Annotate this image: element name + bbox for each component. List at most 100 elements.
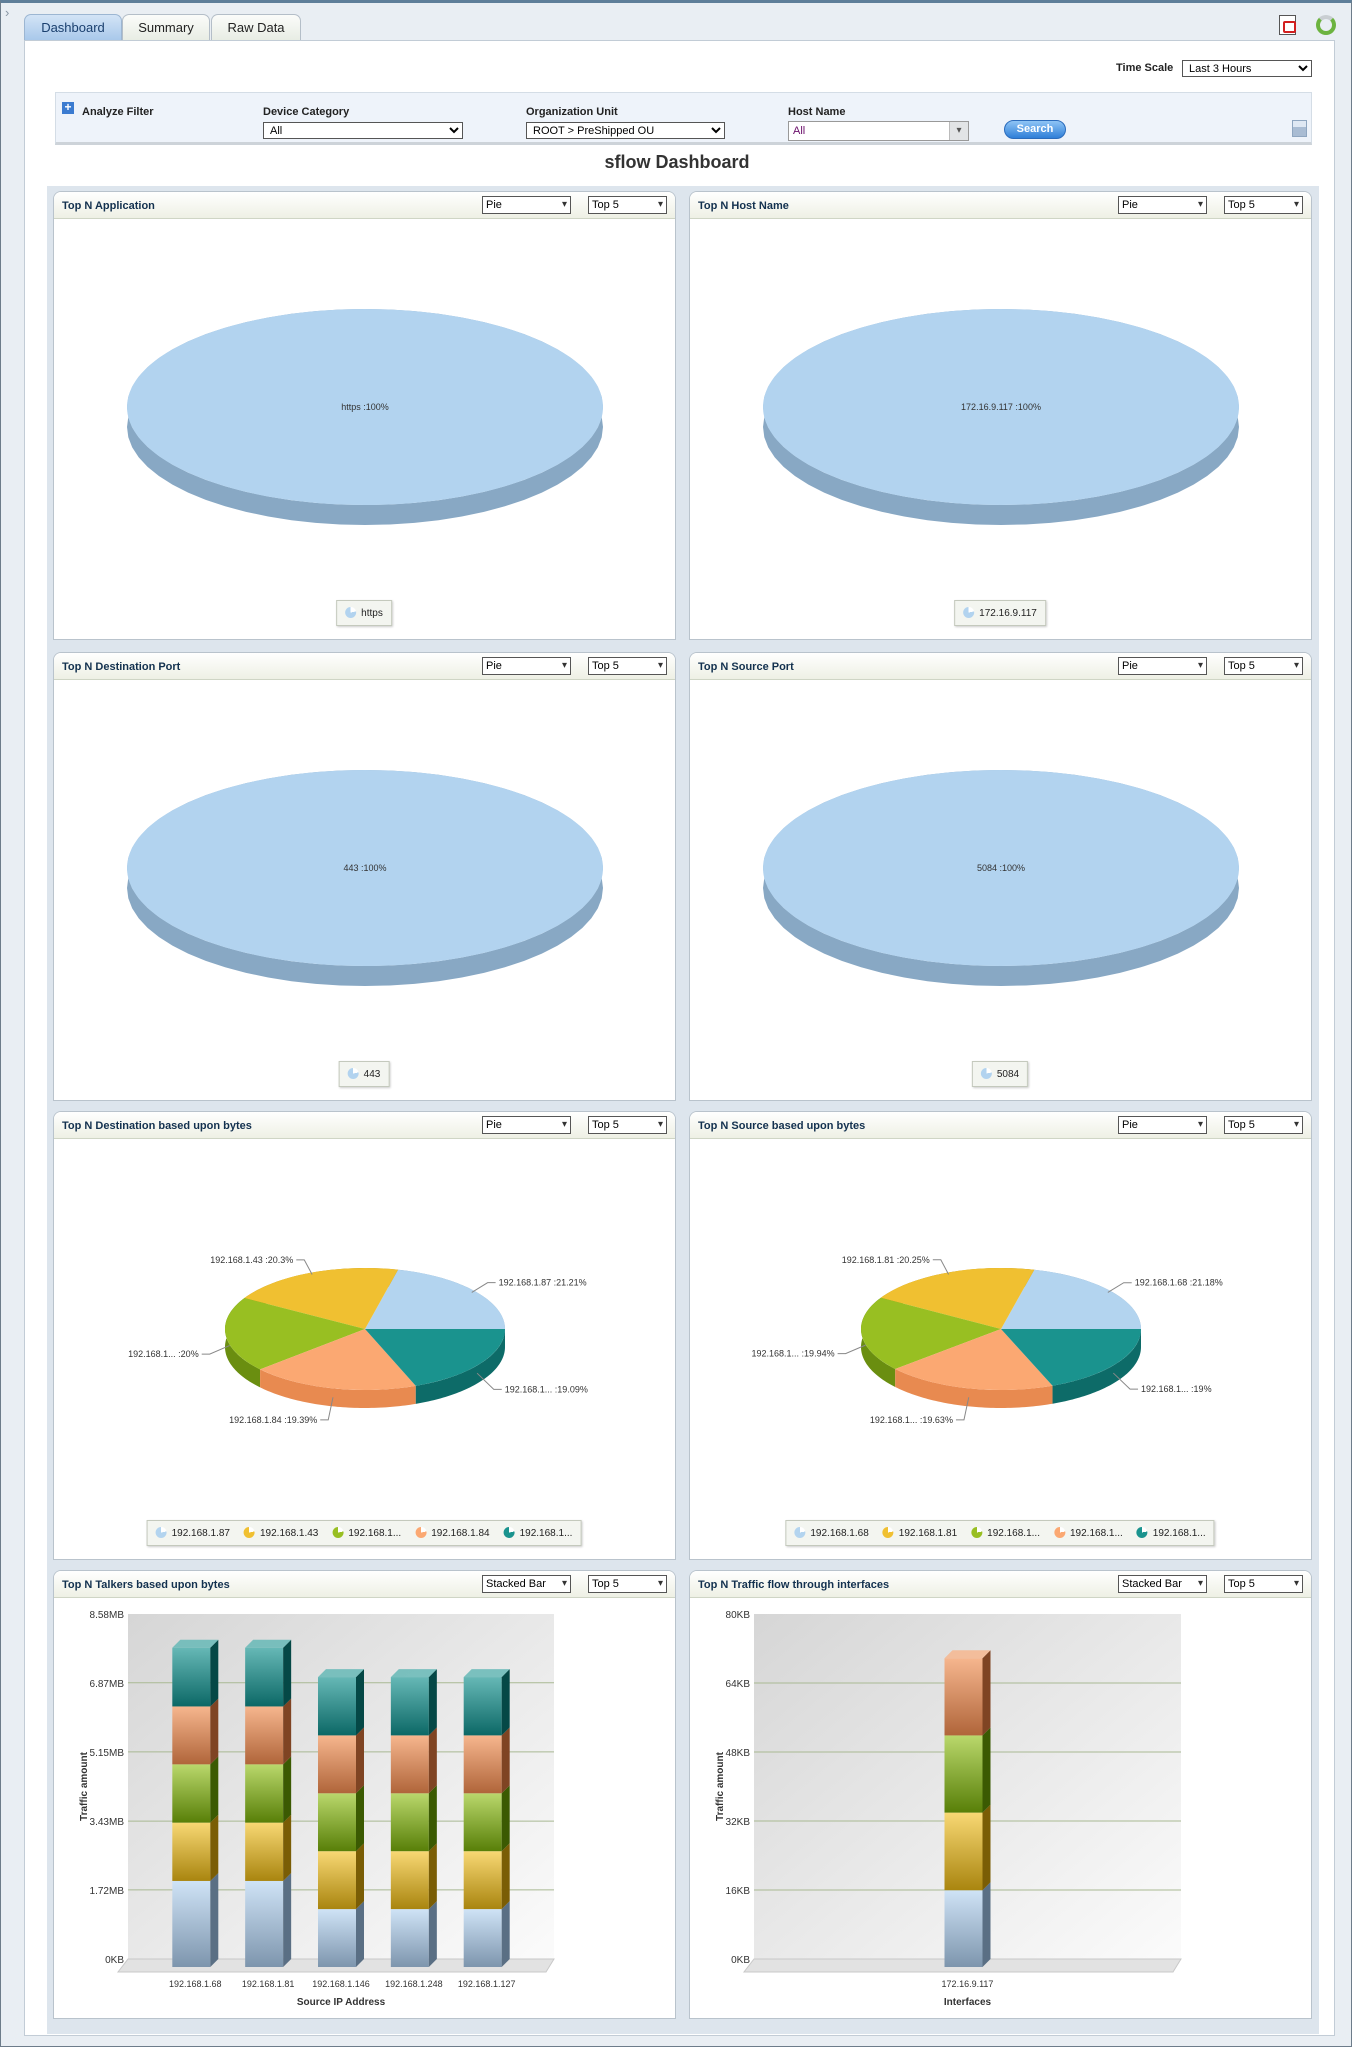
- chart-area: 0KB 16KB 32KB 48KB 64KB 80KB 172.16.9.117 Inter…: [690, 1599, 1311, 2018]
- chevron-down-icon: ▾: [561, 199, 567, 210]
- chart-legend: https: [336, 600, 392, 626]
- refresh-icon[interactable]: [1316, 15, 1336, 35]
- bar-top: [172, 1639, 219, 1648]
- pie-slice-side: [260, 1369, 416, 1408]
- top-n-select[interactable]: Top 5 ▾: [588, 657, 667, 675]
- chart-type-select[interactable]: Pie ▾: [1118, 1116, 1207, 1134]
- host-name-label: Host Name: [788, 106, 846, 118]
- pie-legend-icon: [980, 1068, 992, 1079]
- legend-label: 192.168.1...: [1069, 1528, 1123, 1539]
- bar-segment-side: [210, 1698, 219, 1765]
- pie-data-label: 5084 :100%: [977, 863, 1025, 873]
- top-n-select[interactable]: Top 5 ▾: [1224, 657, 1303, 675]
- bar-stack[interactable]: [318, 1669, 364, 1967]
- chart-type-select[interactable]: Pie ▾: [1118, 657, 1207, 675]
- chart-type-select[interactable]: Pie ▾: [1118, 196, 1207, 214]
- chart-area: 172.16.9.117 :100% 172.16.9.117: [690, 220, 1311, 639]
- search-button[interactable]: Search: [1004, 120, 1066, 139]
- bar-segment: [318, 1851, 356, 1910]
- legend-item[interactable]: 192.168.1...: [332, 1527, 401, 1539]
- host-name-input[interactable]: All: [788, 121, 969, 141]
- pie-data-label: 192.168.1.81 :20.25%: [842, 1255, 930, 1265]
- legend-item[interactable]: 192.168.1...: [1053, 1527, 1123, 1539]
- bar-segment-side: [501, 1785, 510, 1852]
- chart-type-select[interactable]: Stacked Bar ▾: [1118, 1575, 1207, 1593]
- bar-segment: [390, 1909, 429, 1967]
- legend-label: https: [361, 608, 383, 619]
- top-n-select[interactable]: Top 5 ▾: [588, 1575, 667, 1593]
- legend-item[interactable]: 192.168.1...: [1136, 1527, 1206, 1539]
- plus-icon[interactable]: +: [62, 101, 74, 114]
- pie-legend-icon: [332, 1527, 344, 1538]
- bar-stack[interactable]: [463, 1669, 510, 1967]
- time-scale-select[interactable]: Last 3 Hours: [1182, 60, 1312, 77]
- panel-title: Top N Source Port: [698, 661, 794, 673]
- legend-item[interactable]: 192.168.1.43: [243, 1527, 318, 1539]
- chevron-down-icon: ▾: [1293, 199, 1299, 210]
- chart-area: https :100% https: [54, 220, 675, 639]
- bar-stack[interactable]: [944, 1650, 991, 1967]
- legend-item[interactable]: 192.168.1.68: [794, 1527, 869, 1539]
- device-category-select[interactable]: All: [263, 122, 463, 139]
- chart-svg: 0KB 1.72MB 3.43MB 5.15MB 6.87MB 8.58MB 192.168…: [79, 1610, 555, 2008]
- bar-segment: [463, 1677, 502, 1736]
- organization-unit-select[interactable]: ROOT > PreShipped OU: [526, 122, 725, 139]
- chevron-down-icon[interactable]: ▾: [949, 122, 968, 140]
- pie-data-label: 172.16.9.117 :100%: [961, 402, 1041, 412]
- chart-area: 5084 :100% 5084: [690, 681, 1311, 1100]
- top-n-select[interactable]: Top 5 ▾: [588, 196, 667, 214]
- y-axis-title: Traffic amount: [79, 1751, 90, 1821]
- pie-data-label: 192.168.1.84 :19.39%: [229, 1415, 317, 1425]
- chart-type-select[interactable]: Pie ▾: [482, 196, 571, 214]
- pie-slice: [1001, 1269, 1141, 1329]
- top-n-select[interactable]: Top 5 ▾: [1224, 1575, 1303, 1593]
- bar-segment-side: [356, 1843, 364, 1910]
- pie-slice: [260, 1329, 416, 1390]
- legend-item[interactable]: https: [345, 607, 383, 619]
- save-icon[interactable]: [1292, 120, 1307, 137]
- pie-data-label: 192.168.1... :19%: [1141, 1384, 1212, 1394]
- chevron-down-icon: ▾: [1197, 660, 1203, 671]
- bar-segment: [245, 1706, 284, 1765]
- legend-item[interactable]: 192.168.1.81: [882, 1527, 957, 1539]
- pdf-export-icon[interactable]: [1279, 15, 1296, 35]
- bar-segment: [318, 1735, 356, 1794]
- top-n-select[interactable]: Top 5 ▾: [1224, 196, 1303, 214]
- top-n-select-value: Top 5: [592, 199, 619, 211]
- sidebar-expand-arrow[interactable]: ›: [5, 5, 10, 20]
- chart-type-select-value: Pie: [486, 199, 502, 211]
- pie-slice: [127, 309, 603, 505]
- legend-label: 192.168.1.87: [171, 1528, 230, 1539]
- bar-segment-side: [283, 1756, 292, 1823]
- legend-item[interactable]: 443: [347, 1068, 381, 1080]
- pie-labels: 172.16.9.117 :100%: [961, 402, 1041, 412]
- legend-label: 443: [363, 1069, 381, 1080]
- tab-summary[interactable]: Summary: [122, 14, 210, 41]
- chart-type-select[interactable]: Stacked Bar ▾: [482, 1575, 571, 1593]
- bar-stack[interactable]: [245, 1639, 292, 1967]
- legend-item[interactable]: 172.16.9.117: [963, 607, 1037, 619]
- chart-svg: 5084 :100%: [763, 770, 1239, 986]
- legend-item[interactable]: 5084: [980, 1068, 1020, 1080]
- bar-segment: [245, 1764, 284, 1823]
- legend-item[interactable]: 192.168.1.87: [155, 1527, 230, 1539]
- bar-top: [463, 1669, 510, 1678]
- legend-item[interactable]: 192.168.1.84: [415, 1527, 490, 1539]
- tab-raw-data[interactable]: Raw Data: [211, 14, 301, 41]
- legend-label: 5084: [996, 1069, 1020, 1080]
- legend-item[interactable]: 192.168.1...: [971, 1527, 1040, 1539]
- chart-type-select[interactable]: Pie ▾: [482, 657, 571, 675]
- bar-stack[interactable]: [172, 1639, 219, 1967]
- bar-top: [944, 1650, 991, 1659]
- chart-type-select[interactable]: Pie ▾: [482, 1116, 571, 1134]
- pie-legend-icon: [155, 1527, 167, 1538]
- top-n-application-panel: Top N Application Pie ▾ Top 5 ▾ https :100% ht…: [53, 191, 676, 640]
- pie-data-label: 192.168.1.87 :21.21%: [499, 1278, 587, 1288]
- tab-dashboard[interactable]: Dashboard: [24, 14, 122, 41]
- panel-header: Top N Application Pie ▾ Top 5 ▾: [54, 192, 675, 219]
- top-n-select[interactable]: Top 5 ▾: [1224, 1116, 1303, 1134]
- top-n-select[interactable]: Top 5 ▾: [588, 1116, 667, 1134]
- legend-item[interactable]: 192.168.1...: [503, 1527, 572, 1539]
- bar-stack[interactable]: [390, 1669, 437, 1967]
- top-n-host-name-panel: Top N Host Name Pie ▾ Top 5 ▾ 172.16.9.117 :1…: [689, 191, 1312, 640]
